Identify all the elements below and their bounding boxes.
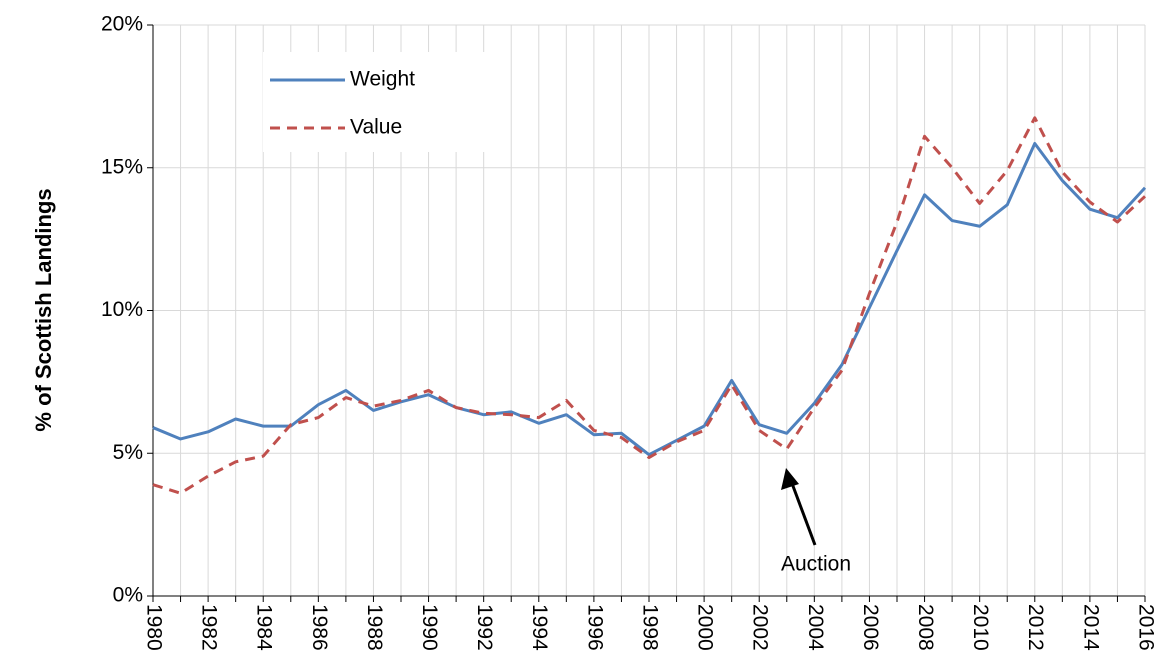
x-tick-label: 2008 — [914, 604, 937, 651]
x-tick-label: 2002 — [749, 604, 772, 651]
annotation: Auction — [781, 553, 851, 576]
x-tick-label: 2014 — [1079, 604, 1102, 651]
y-tick-label: 0% — [113, 584, 143, 607]
y-tick-label: 20% — [101, 13, 143, 36]
y-tick-label: 15% — [101, 155, 143, 178]
x-tick-label: 1992 — [473, 604, 496, 651]
x-tick-label: 2012 — [1024, 604, 1047, 651]
y-tick-label: 5% — [113, 441, 143, 464]
lines — [152, 116, 1147, 495]
x-tick-label: 2016 — [1134, 604, 1157, 651]
x-tick-label: 1998 — [638, 604, 661, 651]
x-tick-label: 1986 — [308, 604, 331, 651]
series-line — [152, 141, 1147, 457]
annotation-arrow — [788, 477, 817, 546]
x-tick-label: 1994 — [528, 604, 551, 651]
y-tick-label: 10% — [101, 298, 143, 321]
legend-label: Value — [350, 116, 402, 139]
x-tick-label: 1990 — [418, 604, 441, 651]
legend-label: Weight — [350, 68, 415, 91]
x-tick-label: 2010 — [969, 604, 992, 651]
legend-box — [263, 52, 485, 152]
legend: Weight Value — [270, 68, 415, 139]
x-tick-label: 1984 — [253, 604, 276, 651]
grid: 0% 5% 10% 15% 20% 1980 1982 1984 1986 1988 1990 199… — [101, 13, 1157, 651]
series-line — [152, 116, 1147, 495]
annotation-arrowhead — [781, 468, 799, 490]
x-tick-label: 1980 — [142, 604, 165, 651]
x-tick-label: 2004 — [804, 604, 827, 651]
y-axis-label: % of Scottish Landings — [31, 188, 56, 431]
x-tick-label: 2000 — [694, 604, 717, 651]
x-tick-label: 1996 — [583, 604, 606, 651]
x-tick-label: 1982 — [198, 604, 221, 651]
x-tick-label: 2006 — [859, 604, 882, 651]
x-tick-label: 1988 — [363, 604, 386, 651]
